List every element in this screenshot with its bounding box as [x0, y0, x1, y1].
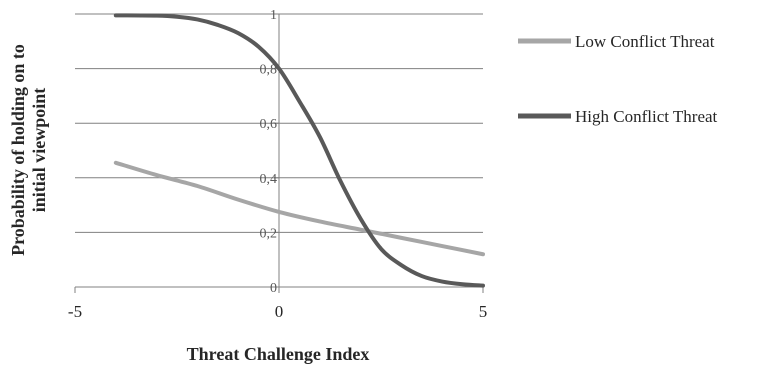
legend-label-low-conflict: Low Conflict Threat [575, 32, 715, 51]
y-tick-label-2: 0,4 [260, 172, 278, 187]
x-tick-label-2: 5 [479, 302, 488, 321]
y-axis-title: Probability of holding on to initial vie… [8, 44, 49, 256]
y-tick-label-3: 0,6 [260, 117, 278, 132]
axes [74, 13, 484, 293]
legend-label-high-conflict: High Conflict Threat [575, 107, 718, 126]
x-tick-label-0: -5 [68, 302, 82, 321]
y-tick-label-0: 0 [270, 281, 277, 296]
series-lines [113, 13, 485, 288]
x-axis-title: Threat Challenge Index [187, 344, 370, 364]
series-line-high-conflict [113, 13, 485, 288]
series-line-low-conflict [113, 160, 485, 257]
tick-labels: 0 0,2 0,4 0,6 0,8 1 -5 0 5 [68, 8, 487, 321]
y-axis-title-line1: Probability of holding on to [8, 44, 28, 256]
legend: Low Conflict Threat High Conflict Threat [518, 32, 718, 126]
x-tick-label-1: 0 [275, 302, 284, 321]
y-tick-label-4: 0,8 [260, 63, 278, 78]
y-tick-label-1: 0,2 [260, 226, 278, 241]
legend-item-high-conflict: High Conflict Threat [518, 107, 718, 126]
y-tick-label-5: 1 [270, 8, 277, 23]
y-axis-title-line2: initial viewpoint [29, 88, 49, 213]
legend-item-low-conflict: Low Conflict Threat [518, 32, 715, 51]
